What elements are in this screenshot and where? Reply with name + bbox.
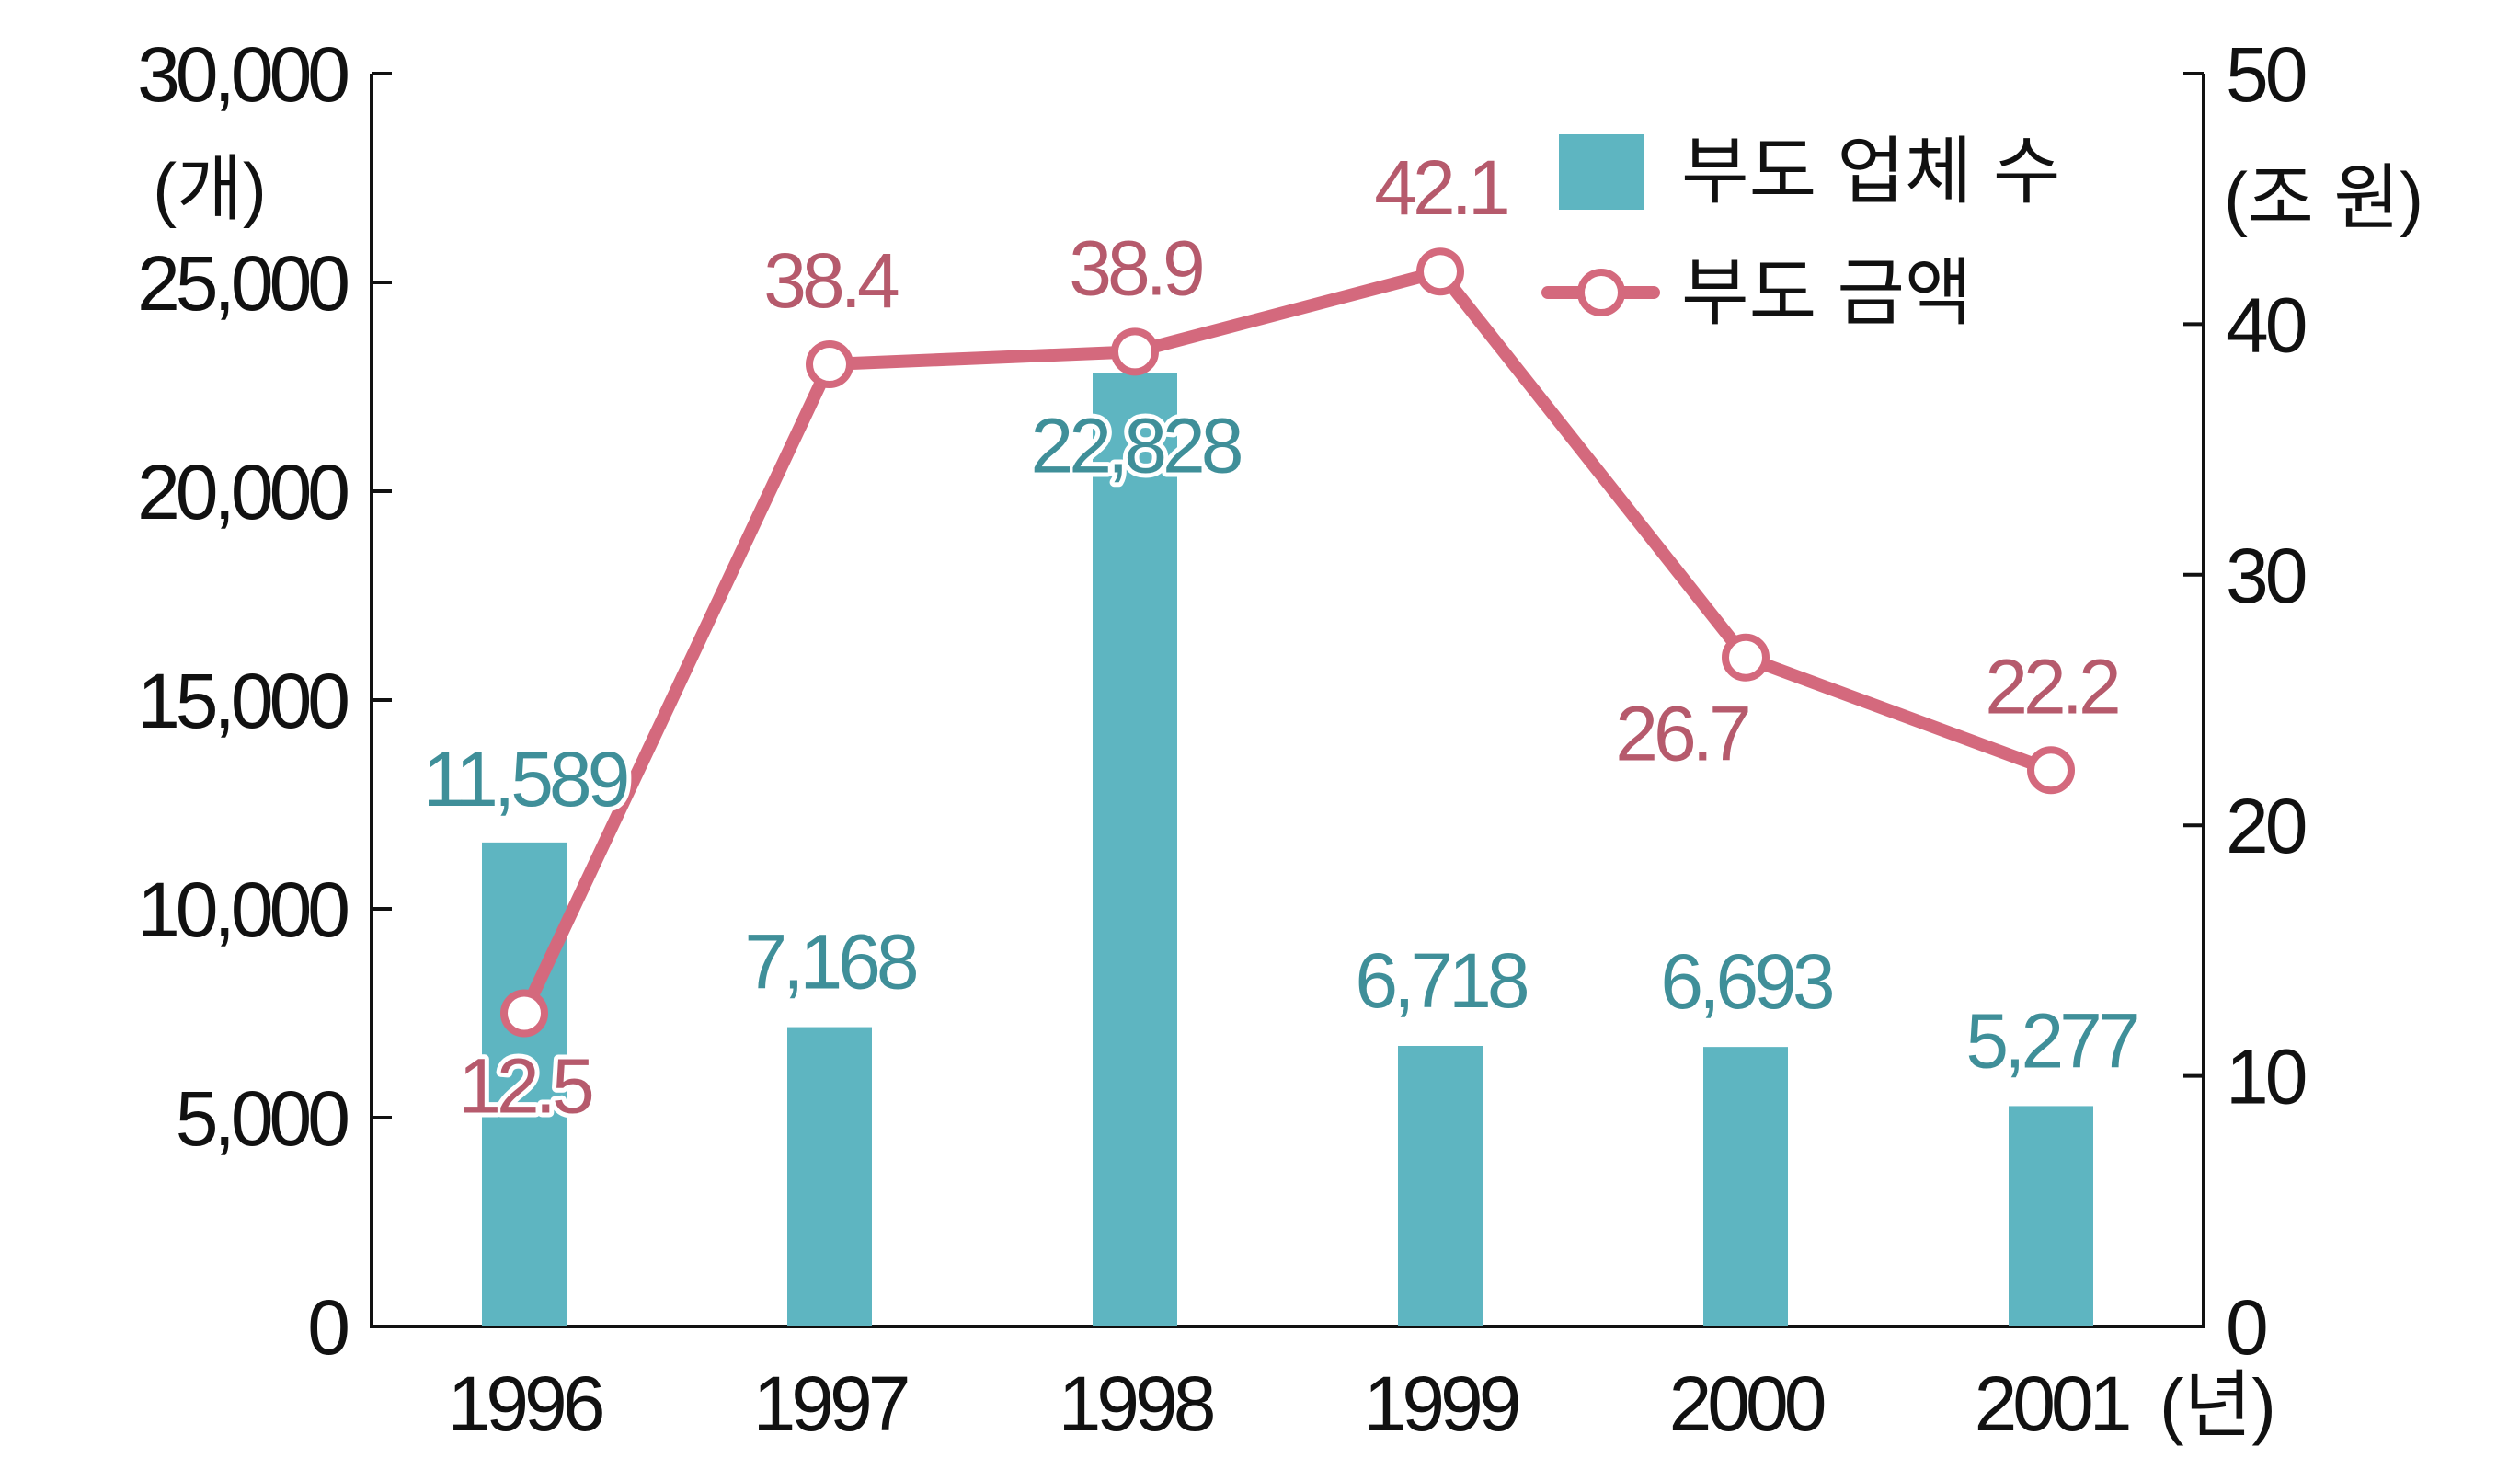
bar-value-label: 6,693 xyxy=(1660,938,1832,1025)
right-tick-label: 20 xyxy=(2226,783,2306,869)
legend-label-bars: 부도 업체 수 xyxy=(1681,131,2060,212)
right-tick-label: 30 xyxy=(2226,533,2306,619)
bar-value-label: 6,718 xyxy=(1355,937,1527,1024)
left-axis-unit: (개) xyxy=(153,148,267,229)
line-series xyxy=(500,247,2075,1038)
bar xyxy=(1703,1047,1788,1326)
bar xyxy=(482,842,567,1326)
left-tick-label: 10,000 xyxy=(137,867,348,953)
line-value-label: 42.1 xyxy=(1374,144,1507,231)
x-tick-label: 1998 xyxy=(1059,1360,1214,1447)
x-tick-label: 1997 xyxy=(753,1360,908,1447)
right-axis-unit: (조 원) xyxy=(2224,157,2423,238)
right-tick-label: 40 xyxy=(2226,281,2306,368)
right-tick-label: 0 xyxy=(2226,1284,2266,1371)
line-value-label: 38.4 xyxy=(763,237,899,324)
bar xyxy=(1398,1046,1483,1326)
bar-series xyxy=(482,373,2093,1327)
line-point xyxy=(1722,633,1770,682)
line-value-label: 26.7 xyxy=(1615,691,1748,777)
left-tick-label: 5,000 xyxy=(176,1075,348,1162)
left-tick-label: 30,000 xyxy=(137,31,348,118)
x-tick-label: 2001 xyxy=(1975,1360,2129,1447)
bar-value-label: 22,828 xyxy=(1031,403,1242,489)
legend-swatch-bars xyxy=(1559,134,1644,210)
bar xyxy=(2009,1106,2093,1326)
line-path xyxy=(518,265,2057,1020)
right-tick-label: 50 xyxy=(2226,31,2306,118)
line-point xyxy=(2027,746,2075,795)
bar xyxy=(1093,373,1177,1327)
left-tick-label: 25,000 xyxy=(137,240,348,327)
legend: 부도 업체 수부도 금액 xyxy=(1541,131,2060,334)
line-value-label: 12.5 xyxy=(458,1043,592,1130)
axes: 0 5,000 10,000 15,000 20,000 25,000 30,000 (개) 0… xyxy=(137,31,2423,1447)
legend-label-line: 부도 금액 xyxy=(1681,252,1973,334)
right-tick-label: 10 xyxy=(2226,1034,2306,1120)
line-point xyxy=(1416,247,1464,296)
x-tick-label: 1996 xyxy=(448,1360,603,1447)
line-point xyxy=(500,989,548,1038)
bar-value-label: 5,277 xyxy=(1965,997,2136,1084)
line-value-label: 22.2 xyxy=(1985,643,2118,729)
line-value-label: 38.9 xyxy=(1069,224,1202,311)
left-tick-label: 0 xyxy=(307,1284,348,1371)
x-axis-unit: (년) xyxy=(2159,1364,2276,1446)
left-tick-label: 15,000 xyxy=(137,658,348,744)
legend-line-marker xyxy=(1577,269,1625,316)
x-tick-label: 1999 xyxy=(1364,1360,1518,1447)
bar-value-label: 7,168 xyxy=(744,919,916,1005)
line-point xyxy=(1111,327,1159,376)
x-tick-label: 2000 xyxy=(1669,1360,1825,1447)
bar-value-label: 11,589 xyxy=(423,736,627,822)
left-tick-label: 20,000 xyxy=(137,449,348,535)
data-labels: 11,589 7,168 22,828 6,718 6,693 5,277 12.5 38.4… xyxy=(418,140,2147,1133)
line-point xyxy=(806,339,853,388)
bar xyxy=(787,1027,872,1326)
